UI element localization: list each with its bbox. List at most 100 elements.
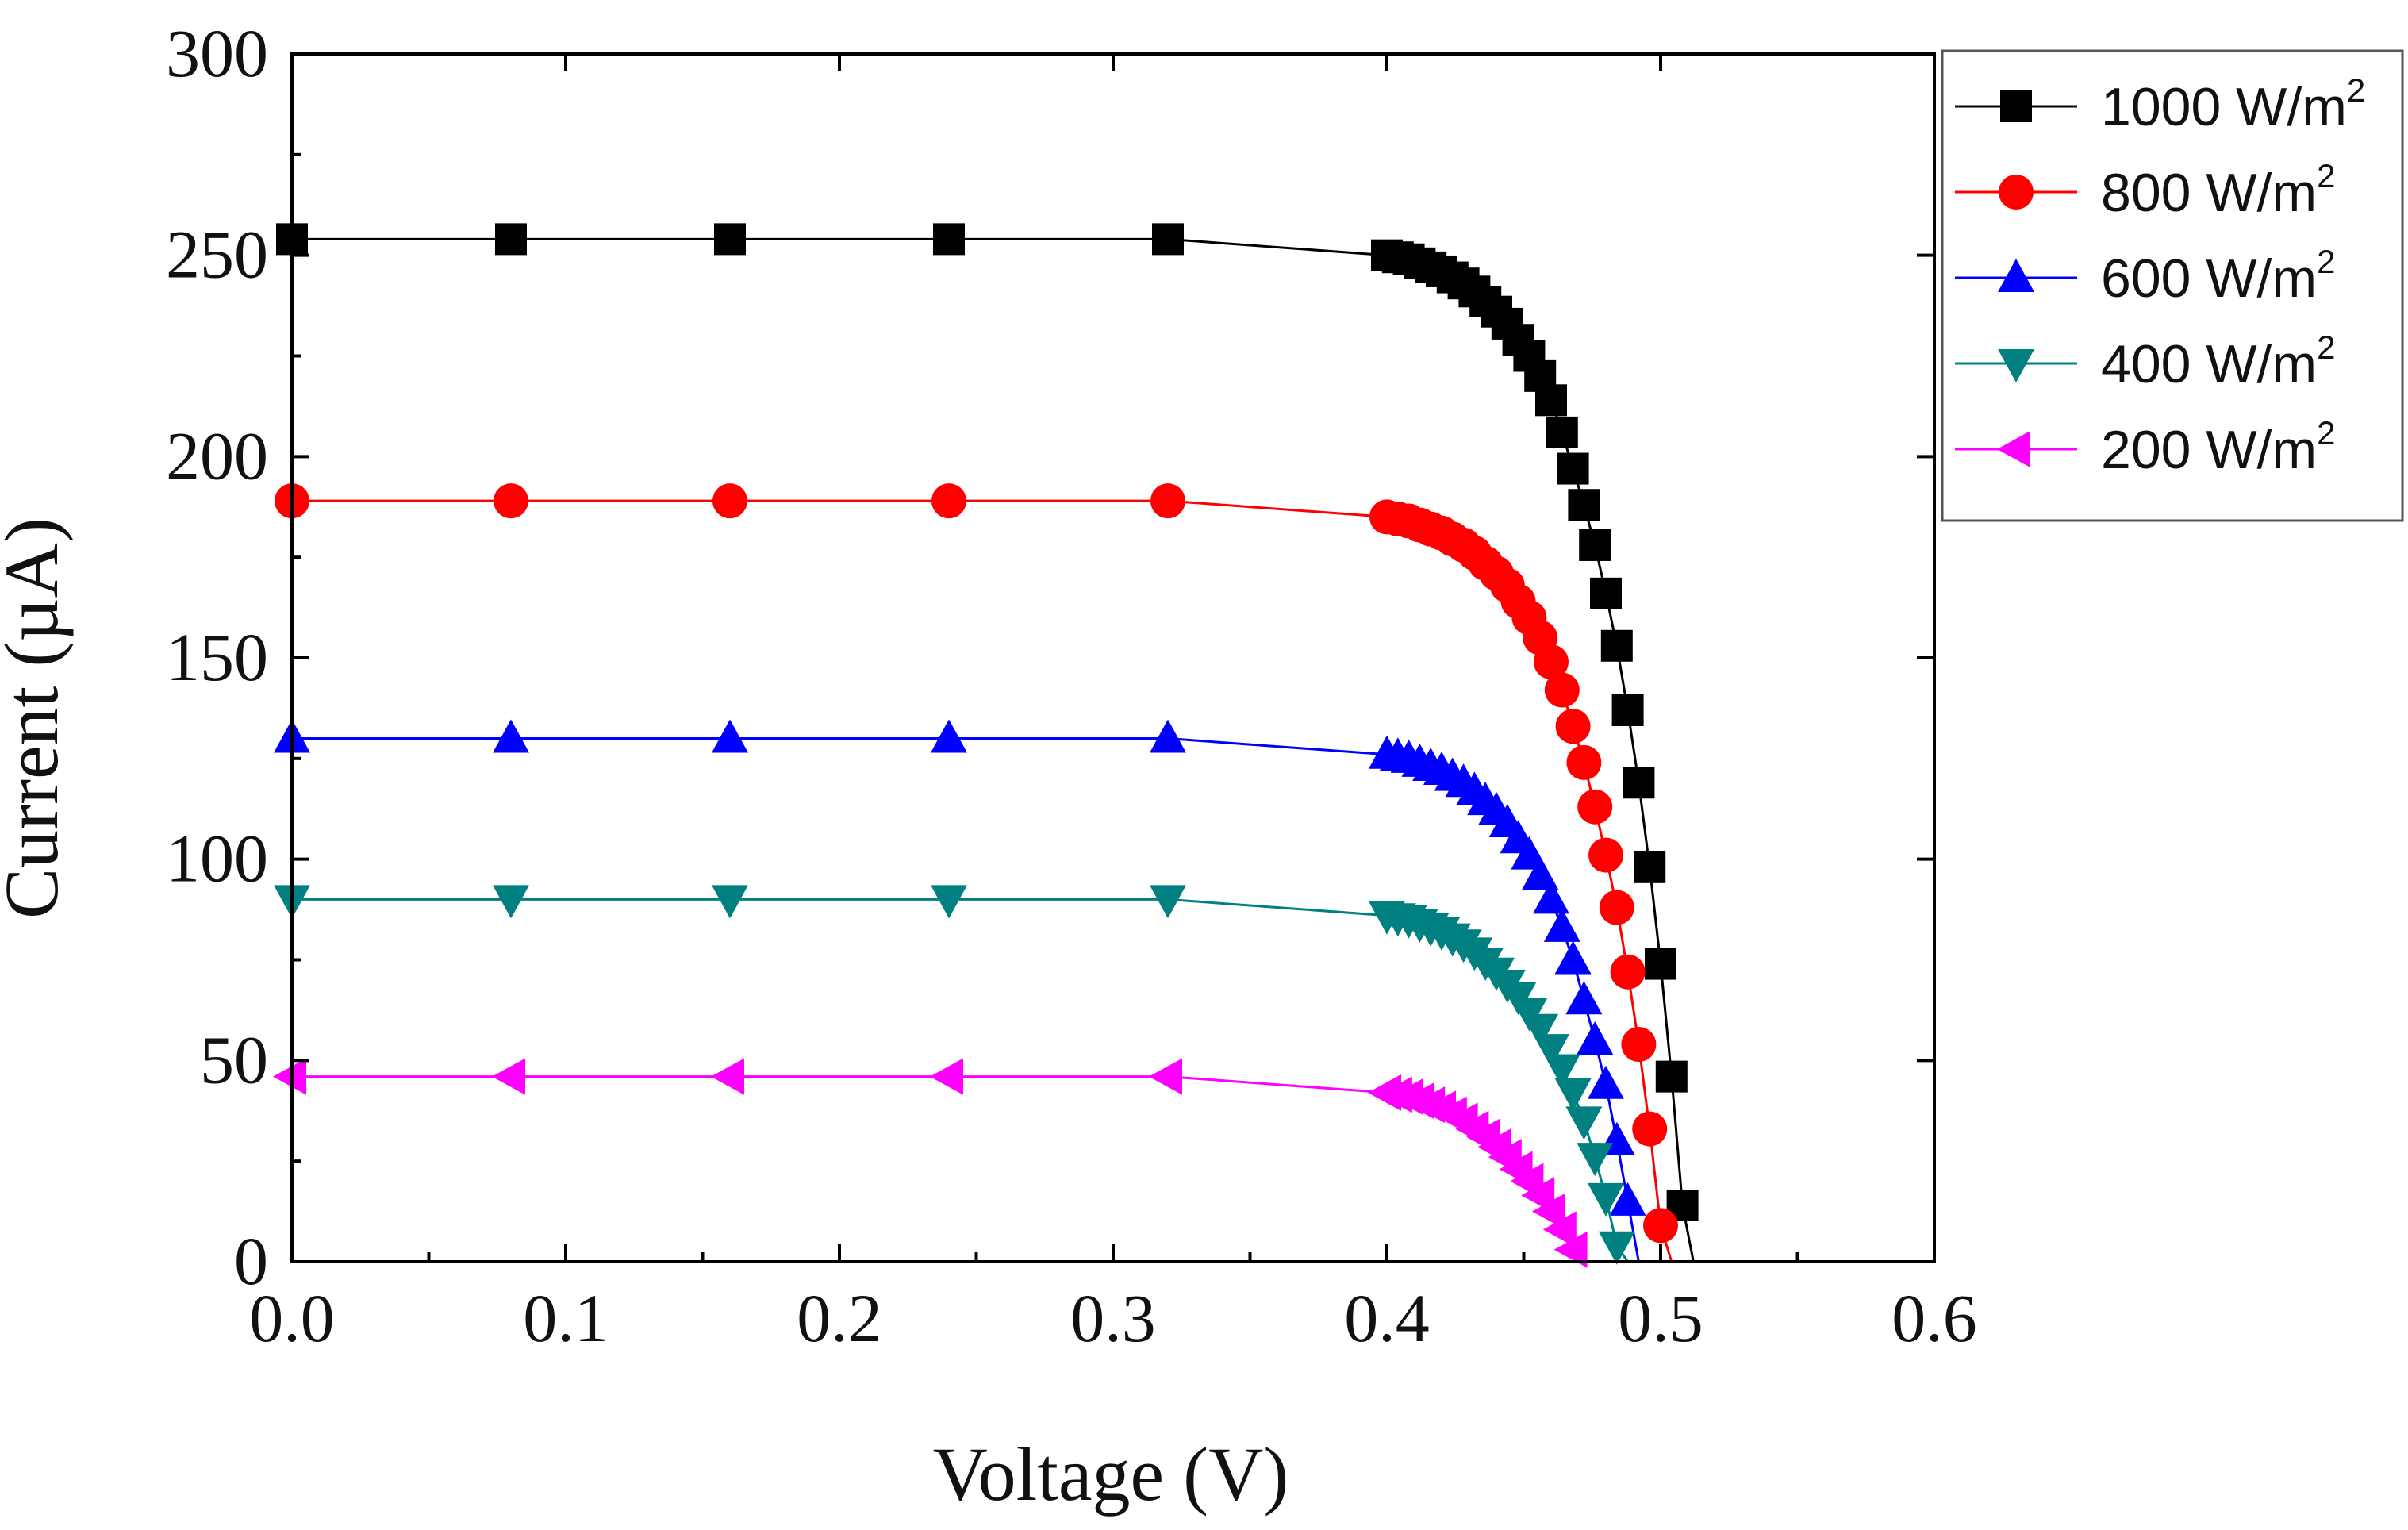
- legend-label: 800 W/m2: [2101, 157, 2335, 223]
- legend-label-superscript: 2: [2317, 414, 2335, 452]
- series-2: [274, 719, 1650, 1263]
- data-point: [1611, 694, 1644, 726]
- x-tick-label: 0.6: [1891, 1280, 1977, 1356]
- data-point: [712, 719, 748, 753]
- legend-entry: 800 W/m2: [1955, 157, 2335, 223]
- data-point: [1577, 1021, 1614, 1055]
- series-1: [275, 483, 1683, 1263]
- legend-marker: [1998, 349, 2034, 382]
- legend-label-text: 600 W/m: [2101, 248, 2317, 309]
- y-axis-title: Current (µA): [0, 517, 74, 919]
- data-point: [1577, 1143, 1614, 1177]
- x-tick-label: 0.4: [1344, 1280, 1430, 1356]
- data-point: [1565, 981, 1603, 1015]
- data-point: [1588, 837, 1623, 873]
- data-point: [1533, 880, 1569, 914]
- data-point: [1610, 954, 1646, 990]
- data-point: [1621, 1027, 1657, 1063]
- data-point: [931, 719, 967, 753]
- data-point: [1655, 1060, 1688, 1093]
- y-tick-label: 100: [166, 821, 268, 897]
- legend-entry: 200 W/m2: [1955, 414, 2335, 480]
- data-point: [1609, 1182, 1646, 1216]
- data-point: [1150, 719, 1186, 753]
- data-point: [1577, 789, 1613, 825]
- series-4: [273, 1058, 1588, 1268]
- data-point: [1543, 908, 1580, 942]
- data-point: [1546, 416, 1578, 448]
- legend-label-superscript: 2: [2317, 243, 2335, 280]
- legend-marker: [1998, 259, 2034, 292]
- data-point: [1544, 672, 1580, 708]
- y-tick-label: 0: [234, 1223, 268, 1299]
- data-point: [1543, 1054, 1580, 1088]
- data-point: [494, 483, 528, 519]
- data-point: [1565, 1106, 1603, 1140]
- legend-label-superscript: 2: [2317, 157, 2335, 194]
- data-point: [1600, 629, 1633, 662]
- data-point: [1643, 1208, 1678, 1244]
- x-tick-label: 0.3: [1070, 1280, 1156, 1356]
- legend-entry: 400 W/m2: [1955, 329, 2335, 394]
- legend-entry: 600 W/m2: [1955, 243, 2335, 309]
- x-tick-label: 0.2: [797, 1280, 882, 1356]
- data-point: [1557, 452, 1589, 485]
- data-point: [1149, 1058, 1182, 1095]
- data-point: [1599, 890, 1634, 925]
- series-3: [274, 885, 1635, 1265]
- data-point: [1554, 940, 1592, 975]
- data-point: [1588, 1182, 1624, 1217]
- data-point: [1555, 709, 1591, 744]
- y-tick-label: 200: [166, 417, 268, 494]
- legend-marker: [1997, 431, 2030, 467]
- data-point: [930, 1058, 963, 1095]
- y-tick-label: 150: [166, 619, 268, 695]
- data-point: [1598, 1231, 1635, 1265]
- data-point: [1535, 384, 1567, 417]
- legend-label-text: 800 W/m: [2101, 163, 2317, 223]
- legend-label: 1000 W/m2: [2101, 71, 2365, 137]
- data-point: [493, 885, 529, 919]
- data-point: [1150, 483, 1185, 519]
- data-point: [1150, 885, 1186, 919]
- data-point: [1542, 1211, 1577, 1248]
- data-point: [493, 719, 529, 753]
- data-point: [931, 885, 967, 919]
- y-tick-label: 50: [200, 1021, 268, 1098]
- legend-marker: [1999, 175, 2034, 210]
- legend-entry: 1000 W/m2: [1955, 71, 2365, 137]
- data-point: [1645, 948, 1676, 980]
- data-point: [492, 1058, 525, 1095]
- legend-label-text: 400 W/m: [2101, 334, 2317, 394]
- data-point: [495, 223, 527, 256]
- legend-label-superscript: 2: [2347, 71, 2365, 109]
- data-point: [711, 1058, 744, 1095]
- series-layer: [273, 223, 1705, 1268]
- data-point: [1533, 1034, 1569, 1068]
- data-point: [1532, 1193, 1565, 1230]
- legend-label-text: 1000 W/m: [2101, 77, 2347, 137]
- x-tick-label: 0.5: [1618, 1280, 1703, 1356]
- data-point: [1554, 1078, 1592, 1112]
- data-point: [1590, 577, 1622, 609]
- data-point: [1623, 767, 1655, 799]
- data-point: [1152, 223, 1184, 256]
- axes-layer: 0.0 0.1 0.2 0.3 0.4 0.5 0.6 0 50 100 150 200 250 300: [166, 15, 1977, 1356]
- data-point: [1588, 1065, 1624, 1099]
- data-point: [1566, 744, 1602, 780]
- data-point: [1553, 1231, 1588, 1268]
- data-point: [1522, 855, 1559, 890]
- legend-marker: [2000, 90, 2032, 122]
- data-point: [273, 1058, 306, 1095]
- y-tick-label: 300: [166, 15, 268, 91]
- data-point: [1522, 1013, 1559, 1048]
- legend-label-superscript: 2: [2317, 329, 2335, 366]
- data-point: [1579, 529, 1611, 561]
- x-axis-title: Voltage (V): [933, 1432, 1289, 1517]
- data-point: [1632, 1111, 1668, 1147]
- legend-label-text: 200 W/m: [2101, 420, 2317, 480]
- data-point: [712, 483, 747, 519]
- data-point: [1634, 851, 1666, 883]
